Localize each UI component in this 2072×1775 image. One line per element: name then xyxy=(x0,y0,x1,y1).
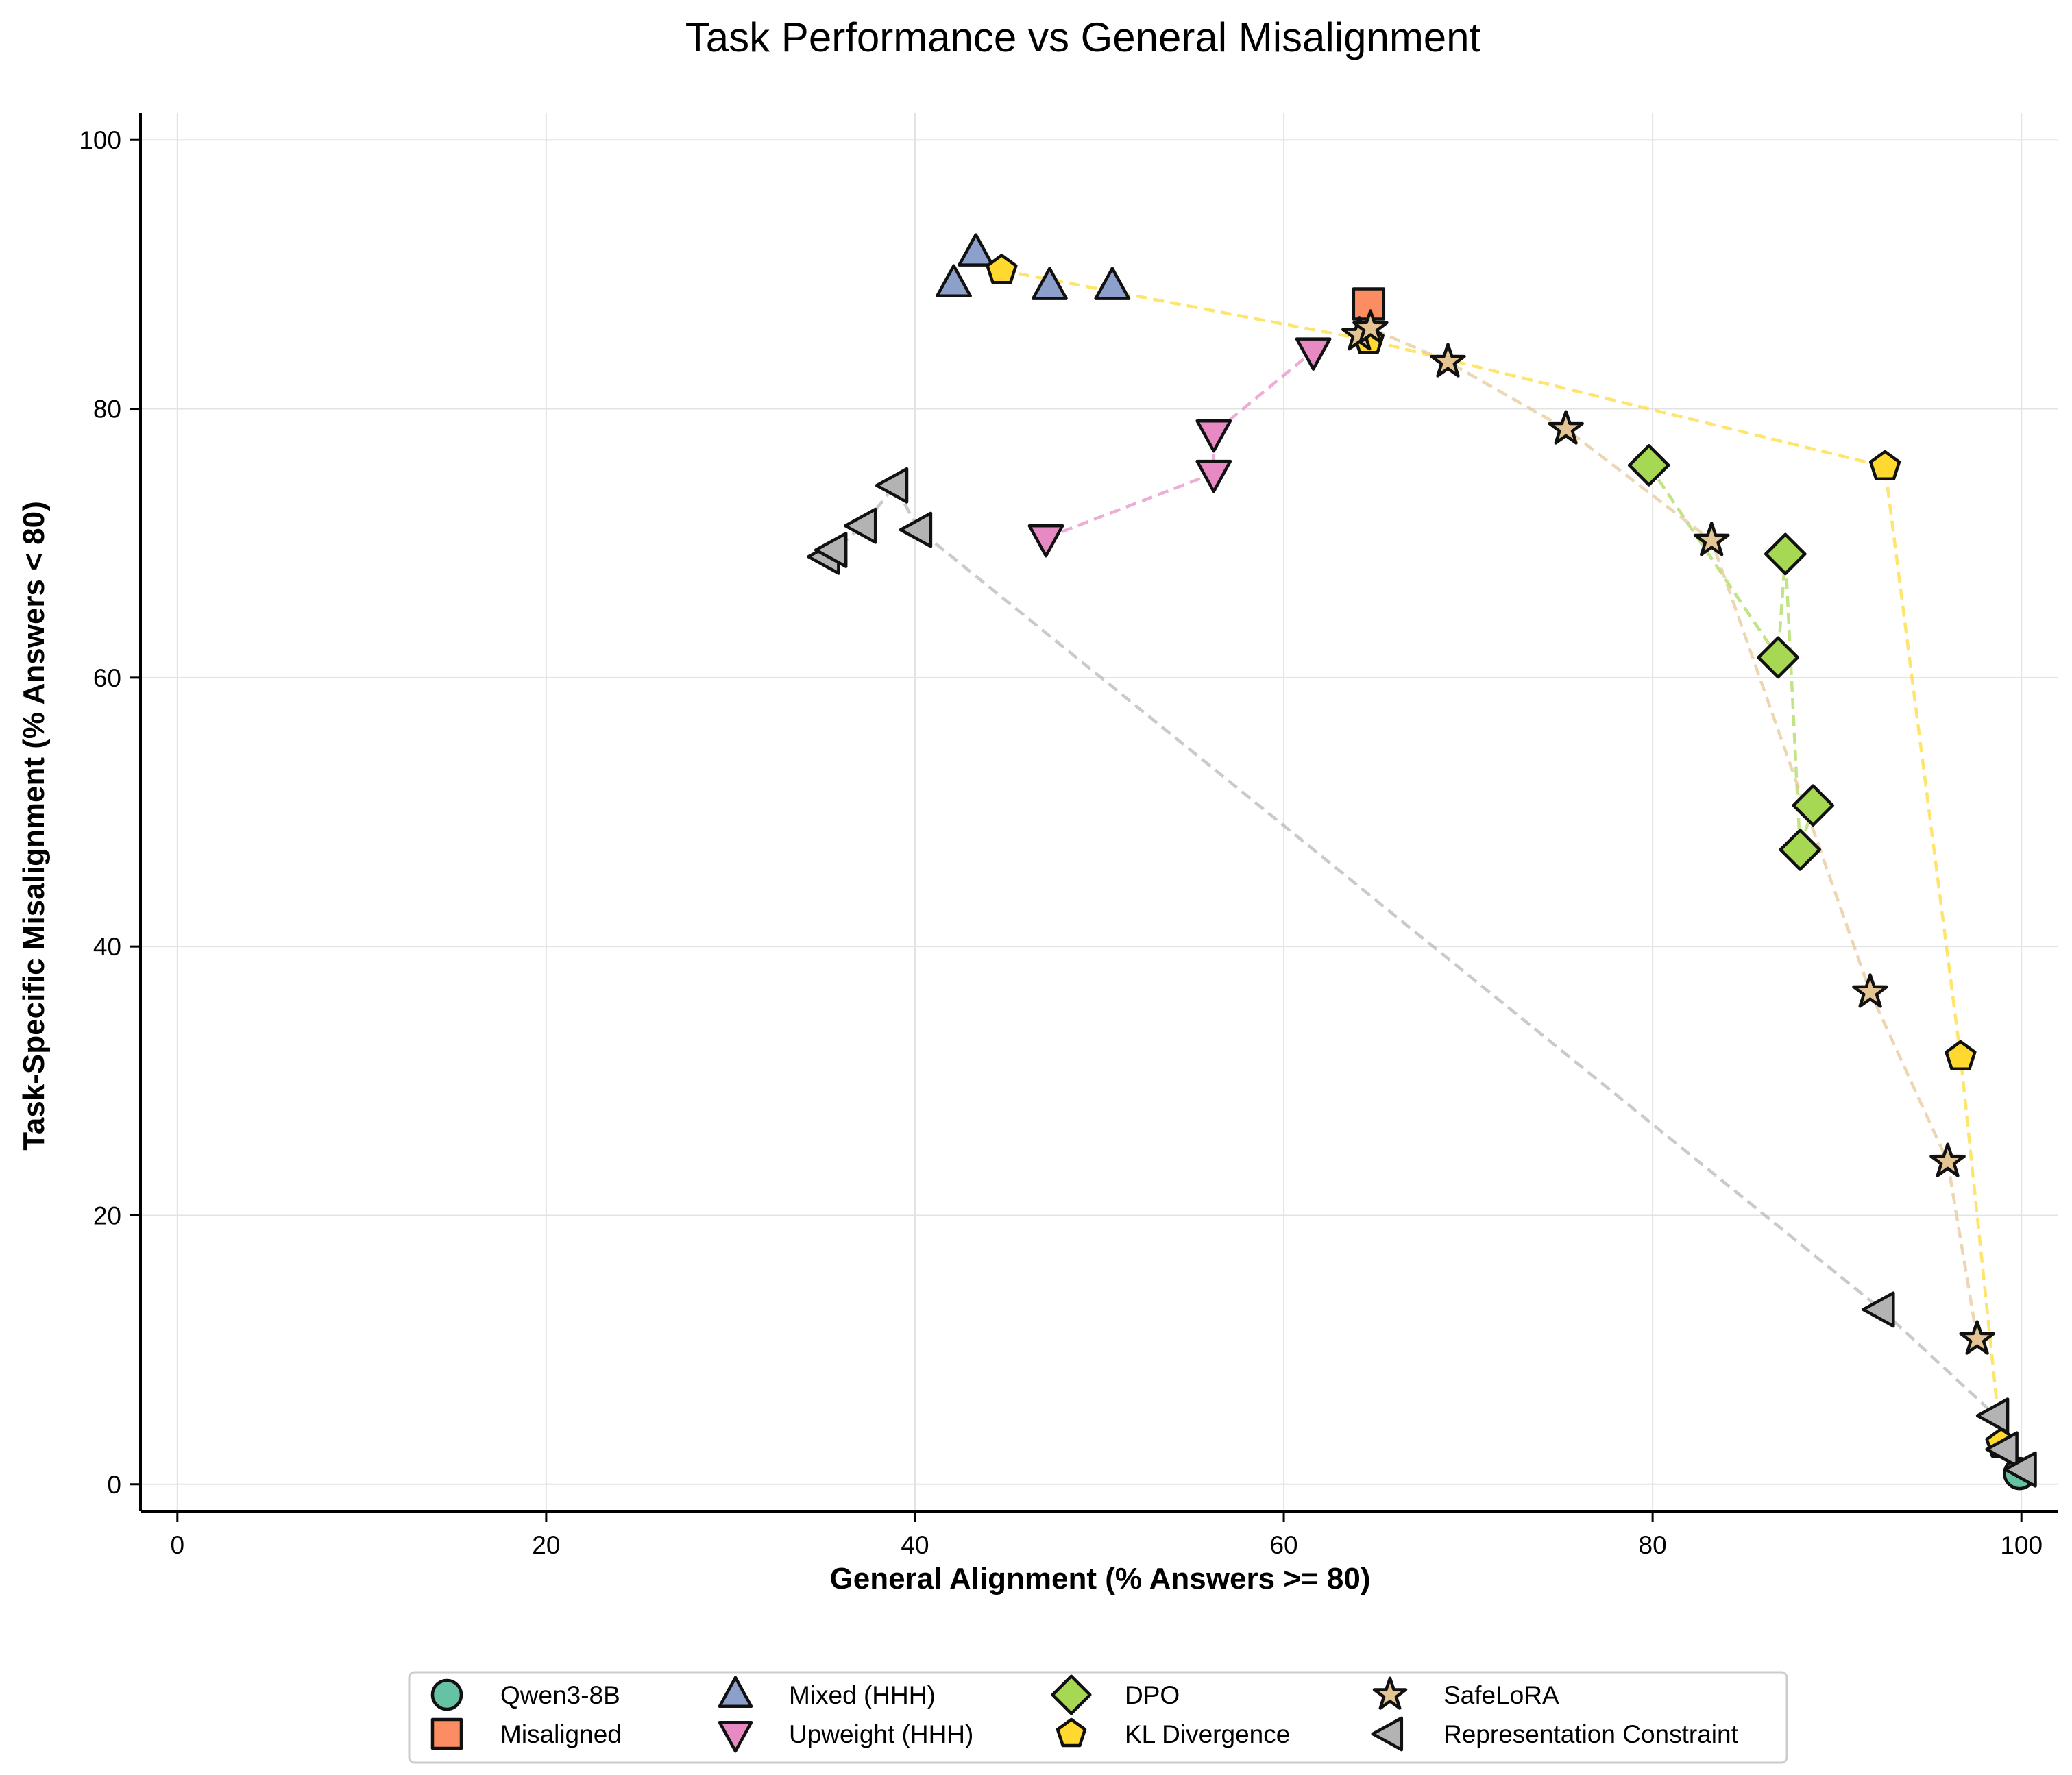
point-representation-constraint xyxy=(814,532,848,568)
legend-label-dpo: DPO xyxy=(1125,1681,1180,1709)
point-dpo xyxy=(1764,532,1807,576)
legend: Qwen3-8B Misaligned Mixed (HHH) Upweight (H… xyxy=(408,1671,1788,1764)
point-misaligned xyxy=(1352,287,1386,321)
legend-label-upweight-hhh: Upweight (HHH) xyxy=(789,1720,973,1748)
point-safelora xyxy=(1852,973,1888,1008)
legend-label-mixed-hhh: Mixed (HHH) xyxy=(789,1681,936,1709)
x-tick-label: 100 xyxy=(2000,1531,2043,1559)
legend-label-misaligned: Misaligned xyxy=(500,1720,622,1748)
point-safelora xyxy=(1352,309,1389,344)
point-upweight-hhh xyxy=(1195,419,1232,453)
legend-label-representation-constraint: Representation Constraint xyxy=(1443,1720,1739,1748)
point-representation-constraint xyxy=(2003,1451,2037,1488)
point-safelora xyxy=(1548,410,1584,445)
x-tick-label: 0 xyxy=(171,1531,185,1559)
series-line-kl-divergence xyxy=(1001,269,2003,1445)
x-tick-label: 60 xyxy=(1269,1531,1297,1559)
point-dpo xyxy=(1757,636,1799,679)
point-safelora xyxy=(1430,343,1466,378)
legend-marker-dpo xyxy=(1051,1674,1092,1715)
point-representation-constraint xyxy=(1862,1291,1895,1328)
point-mixed-hhh xyxy=(1031,267,1068,300)
y-tick-label: 100 xyxy=(79,126,121,154)
point-mixed-hhh xyxy=(1094,267,1131,300)
legend-marker-representation-constraint xyxy=(1371,1716,1404,1752)
legend-marker-kl-divergence xyxy=(1056,1717,1087,1748)
legend-marker-mixed-hhh xyxy=(718,1676,753,1709)
point-representation-constraint xyxy=(899,511,933,548)
point-safelora xyxy=(1693,522,1730,556)
x-axis-label: General Alignment (% Answers >= 80) xyxy=(830,1562,1371,1595)
y-tick-label: 60 xyxy=(93,664,121,692)
point-kl-divergence xyxy=(986,254,1018,284)
x-tick-label: 20 xyxy=(532,1531,560,1559)
point-safelora xyxy=(1959,1320,1995,1355)
point-representation-constraint xyxy=(1975,1397,2010,1434)
point-mixed-hhh xyxy=(936,264,972,297)
legend-marker-upweight-hhh xyxy=(718,1720,753,1753)
y-tick-label: 0 xyxy=(107,1471,121,1499)
series-line-representation-constraint xyxy=(825,482,2025,1471)
point-representation-constraint xyxy=(843,507,877,544)
point-upweight-hhh xyxy=(1027,524,1064,558)
series-lines xyxy=(825,269,2025,1471)
legend-marker-qwen3-8b xyxy=(430,1678,463,1711)
point-dpo xyxy=(1792,784,1835,827)
point-dpo xyxy=(1779,829,1822,871)
x-tick-label: 80 xyxy=(1639,1531,1667,1559)
point-upweight-hhh xyxy=(1295,337,1332,371)
point-kl-divergence xyxy=(1868,450,1901,480)
grid-layer xyxy=(141,113,2058,1511)
axes: 0 20 40 60 80 100 0 20 40 60 80 100 xyxy=(79,113,2058,1559)
legend-marker-misaligned xyxy=(430,1717,463,1750)
y-tick-label: 40 xyxy=(93,933,121,961)
x-tick-label: 40 xyxy=(901,1531,929,1559)
legend-marker-safelora xyxy=(1372,1676,1408,1710)
point-upweight-hhh xyxy=(1195,459,1232,493)
chart-title: Task Performance vs General Misalignment xyxy=(685,14,1481,60)
legend-label-qwen3-8b: Qwen3-8B xyxy=(500,1681,620,1709)
y-tick-label: 20 xyxy=(93,1201,121,1229)
point-kl-divergence xyxy=(1945,1040,1977,1071)
y-axis-label: Task-Specific Misalignment (% Answers < … xyxy=(17,501,51,1151)
legend-label-safelora: SafeLoRA xyxy=(1443,1681,1559,1709)
y-tick-label: 80 xyxy=(93,395,121,424)
point-safelora xyxy=(1929,1142,1966,1177)
point-representation-constraint xyxy=(1985,1431,2019,1468)
legend-label-kl-divergence: KL Divergence xyxy=(1125,1720,1290,1748)
series-line-safelora xyxy=(1358,326,1979,1340)
point-mixed-hhh xyxy=(958,233,995,267)
point-representation-constraint xyxy=(875,467,909,504)
legend-box xyxy=(408,1671,1788,1764)
series-line-upweight-hhh xyxy=(1045,350,1315,539)
data-points xyxy=(807,233,2037,1491)
point-dpo xyxy=(1627,444,1670,487)
